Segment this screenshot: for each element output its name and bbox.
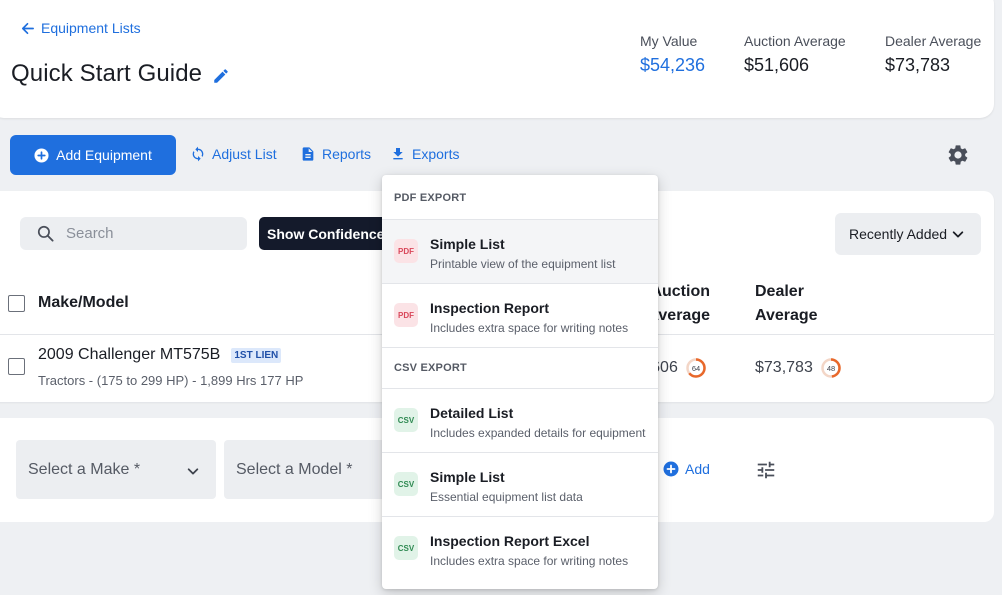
confidence-ring: 64 [686, 358, 706, 378]
column-header-dealer-average[interactable]: Dealer Average [755, 280, 818, 328]
dealer-average-cell: $73,783 48 [755, 358, 841, 378]
edit-pencil-icon[interactable] [212, 67, 230, 85]
menu-item-description: Includes extra space for writing notes [430, 554, 629, 568]
plus-circle-icon [663, 461, 679, 477]
sort-label: Recently Added [849, 226, 948, 242]
export-csv-detailed-list[interactable]: CSV Detailed List Includes expanded deta… [382, 389, 658, 453]
search-input[interactable] [66, 225, 216, 242]
show-confidence-scores-button[interactable]: Show Confidence Scores [259, 217, 399, 250]
csv-export-heading: CSV EXPORT [382, 348, 658, 389]
header-card [0, 0, 994, 118]
add-equipment-button[interactable]: Add Equipment [10, 135, 176, 175]
back-link-label: Equipment Lists [41, 20, 141, 36]
csv-file-icon: CSV [394, 472, 418, 496]
reports-button[interactable]: Reports [300, 146, 371, 162]
column-header-line: Average [647, 307, 710, 324]
plus-circle-icon [34, 147, 49, 163]
column-header-line: Dealer [755, 283, 804, 300]
menu-item-description: Includes expanded details for equipment [430, 426, 646, 440]
metric-label: Auction Average [744, 33, 846, 49]
menu-item-title: Inspection Report [430, 300, 550, 316]
search-icon [37, 225, 54, 242]
metric-auction-average: Auction Average $51,606 [744, 33, 846, 76]
metric-my-value: My Value $54,236 [640, 33, 705, 76]
confidence-score: 64 [692, 364, 700, 373]
metric-dealer-average: Dealer Average $73,783 [885, 33, 981, 76]
menu-item-title: Simple List [430, 236, 505, 252]
filter-sliders-icon[interactable] [755, 459, 777, 481]
add-equipment-label: Add Equipment [56, 147, 152, 163]
pdf-file-icon: PDF [394, 303, 418, 327]
menu-item-title: Simple List [430, 469, 505, 485]
page-title-text: Quick Start Guide [11, 60, 203, 87]
add-button[interactable]: Add [663, 461, 710, 477]
column-header-line: Auction [650, 283, 710, 300]
exports-label: Exports [412, 146, 460, 162]
arrow-left-icon [21, 22, 34, 34]
download-icon [393, 148, 403, 160]
equipment-name[interactable]: 2009 Challenger MT575B 1ST LIEN [38, 346, 282, 364]
csv-file-icon: CSV [394, 408, 418, 432]
pdf-file-icon: PDF [394, 239, 418, 263]
dealer-average-value: $73,783 [755, 359, 813, 376]
model-select-placeholder: Select a Model * [236, 460, 353, 478]
adjust-list-button[interactable]: Adjust List [190, 146, 277, 162]
search-box [20, 217, 247, 250]
column-header-line: Average [755, 307, 818, 324]
make-select-placeholder: Select a Make * [28, 460, 141, 478]
menu-item-description: Includes extra space for writing notes [430, 321, 629, 335]
refresh-icon [192, 146, 204, 162]
exports-button[interactable]: Exports [390, 146, 459, 162]
chevron-down-icon [187, 468, 199, 475]
row-checkbox[interactable] [8, 358, 25, 375]
export-csv-inspection-report-excel[interactable]: CSV Inspection Report Excel Includes ext… [382, 517, 658, 581]
column-header-auction-average[interactable]: Auction Average [640, 280, 710, 328]
adjust-list-label: Adjust List [212, 146, 277, 162]
menu-item-description: Printable view of the equipment list [430, 257, 616, 271]
csv-file-icon: CSV [394, 536, 418, 560]
export-pdf-inspection-report[interactable]: PDF Inspection Report Includes extra spa… [382, 284, 658, 348]
equipment-details: Tractors - (175 to 299 HP) - 1,899 Hrs 1… [38, 373, 304, 388]
metric-value: $51,606 [744, 55, 810, 75]
document-icon [302, 147, 314, 161]
export-pdf-simple-list[interactable]: PDF Simple List Printable view of the eq… [382, 220, 658, 284]
confidence-score: 48 [827, 364, 835, 373]
menu-item-title: Detailed List [430, 405, 514, 421]
metric-label: Dealer Average [885, 33, 982, 49]
toolbar: Add Equipment [10, 135, 176, 175]
exports-dropdown-menu: PDF EXPORT PDF Simple List Printable vie… [382, 175, 658, 589]
reports-label: Reports [322, 146, 372, 162]
metric-value: $54,236 [640, 55, 706, 75]
select-all-checkbox[interactable] [8, 295, 25, 312]
export-csv-simple-list[interactable]: CSV Simple List Essential equipment list… [382, 453, 658, 517]
chevron-down-icon [952, 231, 964, 238]
lien-badge: 1ST LIEN [231, 347, 282, 363]
gear-icon[interactable] [946, 143, 970, 167]
back-to-equipment-lists-link[interactable]: Equipment Lists [20, 20, 141, 36]
add-button-label: Add [685, 461, 710, 477]
make-select[interactable]: Select a Make * [16, 440, 216, 499]
confidence-ring: 48 [821, 358, 841, 378]
metric-value: $73,783 [885, 55, 951, 75]
menu-item-description: Essential equipment list data [430, 490, 583, 504]
menu-item-title: Inspection Report Excel [430, 533, 590, 549]
sort-dropdown[interactable]: Recently Added [835, 213, 981, 255]
pdf-export-heading: PDF EXPORT [382, 175, 658, 220]
page-title: Quick Start Guide [11, 60, 230, 88]
column-header-make-model[interactable]: Make/Model [38, 294, 129, 311]
metric-label: My Value [640, 33, 698, 49]
equipment-title: 2009 Challenger MT575B [38, 346, 221, 363]
